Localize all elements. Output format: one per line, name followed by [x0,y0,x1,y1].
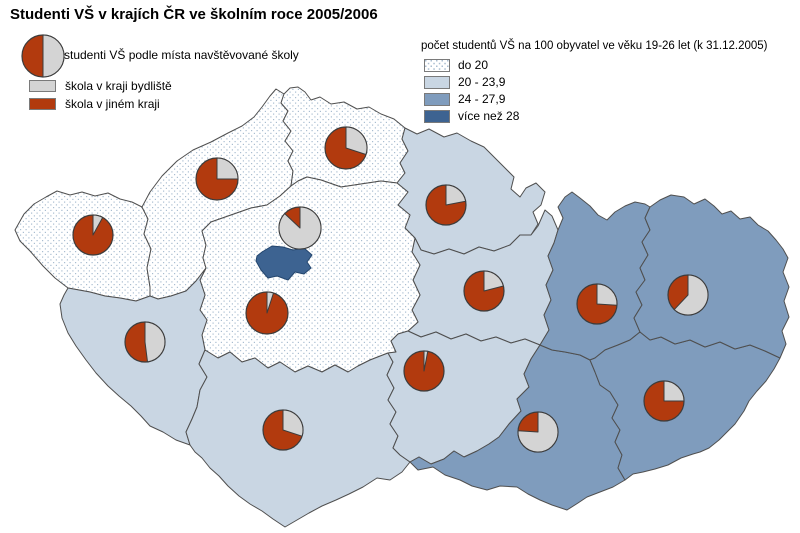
choropleth-class-row: více než 28 [424,109,519,123]
class-label-do20: do 20 [458,58,489,72]
other-swatch [29,98,56,110]
pie-jihomoravsky [517,411,559,453]
legend-pie-label: studenti VŠ podle místa navštěvované ško… [64,48,299,62]
legend-home-label: škola v kraji bydliště [65,79,172,93]
region-moravskoslezsky [633,194,790,359]
pie-zlinsky [643,380,685,422]
class-swatch-24-27 [424,92,450,106]
pie-plzensky [124,321,166,363]
pie-stredocesky [245,291,289,335]
class-label-20-23: 20 - 23,9 [458,75,506,89]
legend-row-other: škola v jiném kraji [29,97,160,111]
legend-other-label: škola v jiném kraji [65,97,160,111]
pie-praha [278,206,322,250]
choropleth-class-row: 24 - 27,9 [424,92,505,106]
choropleth-class-row: do 20 [424,58,488,72]
legend-pie-icon [21,34,65,78]
pie-jihocesky [262,409,304,451]
choropleth-class-row: 20 - 23,9 [424,75,505,89]
class-label-28plus: více než 28 [458,109,520,123]
region-praha [255,245,313,281]
pie-moravskoslezsky [667,274,709,316]
legend-pie [21,34,65,78]
pie-ustecky [195,157,239,201]
class-label-24-27: 24 - 27,9 [458,92,506,106]
pie-liberecky [324,126,368,170]
class-swatch-20-23 [424,75,450,89]
pie-kralovehradecky [425,184,467,226]
pie-vysocina [403,350,445,392]
pie-olomoucky [576,283,618,325]
page-title: Studenti VŠ v krajích ČR ve školním roce… [10,6,378,23]
choropleth-legend-title: počet studentů VŠ na 100 obyvatel ve věk… [421,40,768,52]
home-swatch [29,80,56,92]
pie-pardubicky [463,270,505,312]
class-swatch-28plus [424,109,450,123]
class-swatch-do20 [424,58,450,72]
pie-karlovarsky [72,214,114,256]
region-olomoucky [539,191,651,361]
legend-row-home: škola v kraji bydliště [29,79,172,93]
